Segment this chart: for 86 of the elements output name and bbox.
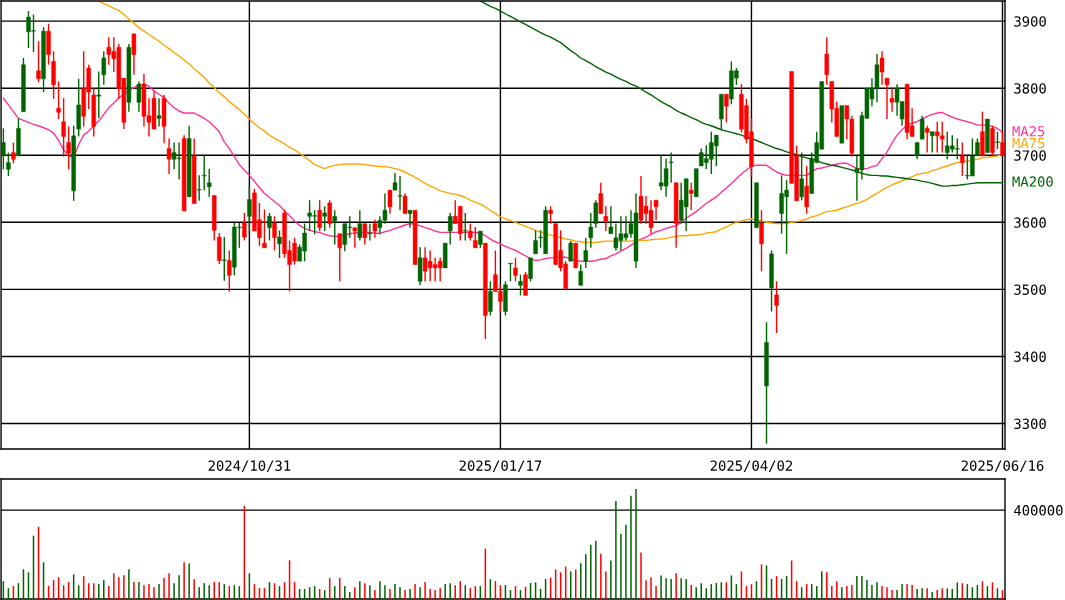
candlestick (578, 263, 583, 287)
candlestick (583, 237, 588, 269)
candlestick (463, 212, 468, 242)
candlestick (357, 209, 363, 242)
candlestick (448, 212, 453, 246)
candlestick (919, 114, 925, 140)
candlestick (824, 36, 829, 86)
candlestick (508, 262, 513, 283)
candlestick (367, 222, 373, 242)
candlestick (352, 226, 358, 249)
y-tick-label: 400000 (1014, 505, 1063, 516)
y-tick-label: 3400 (1014, 351, 1046, 362)
candlestick (1, 127, 6, 171)
candlestick (227, 249, 232, 293)
y-tick-label: 3800 (1014, 83, 1046, 94)
candlestick (51, 50, 56, 100)
candlestick (929, 131, 935, 154)
candlestick (272, 215, 277, 252)
candlestick (101, 50, 107, 86)
candlestick (217, 232, 222, 265)
candlestick (201, 155, 207, 191)
candlestick (523, 271, 528, 297)
candlestick (1000, 131, 1005, 157)
candlestick (568, 240, 573, 262)
candlestick (960, 141, 965, 177)
candlestick (518, 273, 523, 297)
candlestick (362, 222, 368, 246)
candlestick (242, 212, 247, 242)
candlestick (196, 174, 202, 202)
candlestick (322, 205, 327, 232)
candlestick (759, 209, 764, 272)
candlestick (222, 236, 227, 282)
candlestick (131, 33, 137, 76)
candlestick (894, 83, 900, 117)
x-tick-label: 2025/04/02 (710, 460, 793, 473)
candlestick (317, 199, 322, 232)
candlestick (593, 199, 599, 229)
candlestick (61, 97, 66, 158)
y-tick-label: 3900 (1014, 16, 1046, 27)
candlestick (46, 23, 51, 66)
candlestick (267, 212, 272, 242)
candlestick (96, 70, 101, 120)
candlestick (166, 137, 172, 175)
candlestick (56, 80, 61, 120)
series-label: MA75 (1012, 137, 1045, 149)
candlestick (588, 212, 594, 249)
candlestick (247, 185, 252, 235)
candlestick (688, 182, 694, 211)
y-tick-label: 3700 (1014, 150, 1046, 161)
candlestick (533, 229, 538, 255)
candlestick (6, 151, 11, 177)
candlestick (603, 205, 609, 232)
candlestick (262, 208, 267, 249)
candlestick (804, 165, 809, 215)
series-label: MA200 (1012, 176, 1053, 187)
candlestick (417, 246, 423, 287)
candlestick (327, 199, 332, 229)
candlestick (337, 233, 342, 283)
candlestick (36, 40, 41, 83)
candlestick (488, 280, 493, 317)
candlestick (402, 192, 408, 215)
candlestick (66, 125, 71, 171)
candlestick (277, 229, 282, 259)
y-tick-label: 3600 (1014, 217, 1046, 228)
y-tick-label: 3300 (1014, 418, 1046, 430)
candlestick (136, 80, 142, 113)
candlestick (372, 218, 378, 239)
candlestick (528, 257, 533, 283)
x-tick-label: 2025/01/17 (459, 460, 542, 473)
candlestick (156, 97, 162, 128)
candlestick (106, 36, 112, 66)
y-tick-label: 3500 (1014, 284, 1046, 295)
candlestick (724, 93, 729, 124)
candlestick (513, 257, 518, 283)
x-tick-label: 2024/10/31 (208, 460, 291, 473)
candlestick (11, 141, 16, 164)
candlestick (207, 167, 212, 198)
candlestick (407, 209, 413, 229)
x-tick-label: 2025/06/16 (961, 460, 1044, 473)
candlestick (332, 209, 337, 246)
candlestick (473, 226, 478, 249)
candlestick (924, 125, 930, 154)
candlestick (598, 182, 604, 215)
series-label: MA25 (1012, 126, 1045, 137)
candlestick (774, 280, 779, 334)
candlestick (387, 189, 393, 215)
